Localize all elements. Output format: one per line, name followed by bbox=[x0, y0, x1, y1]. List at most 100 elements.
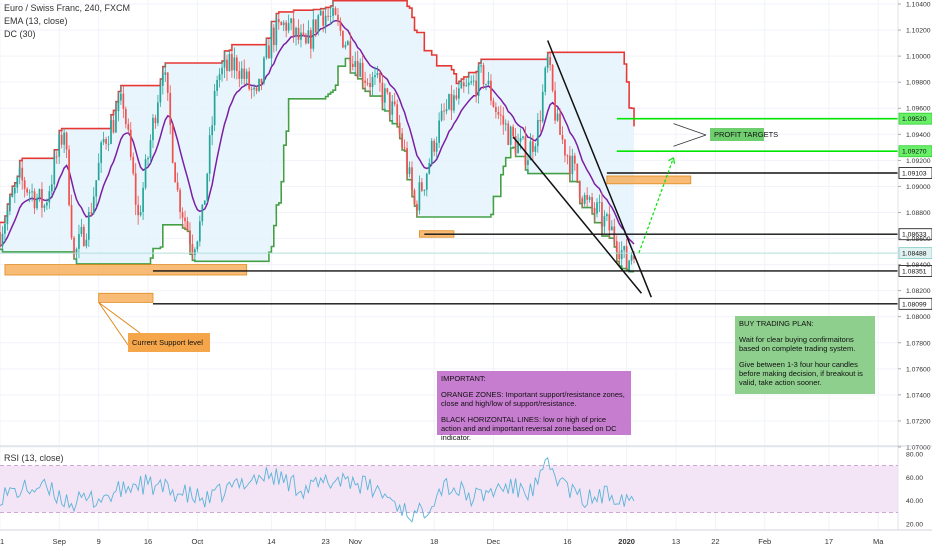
level-price-label: 1.08488 bbox=[902, 251, 927, 258]
candle-body bbox=[248, 71, 251, 89]
candle-body bbox=[379, 73, 381, 83]
candle-body bbox=[534, 146, 537, 152]
time-axis-label: Oct bbox=[192, 537, 205, 546]
candle-body bbox=[398, 122, 401, 134]
candle-body bbox=[159, 85, 162, 103]
candle-body bbox=[127, 124, 130, 130]
candle-body bbox=[90, 212, 93, 214]
candle-body bbox=[477, 66, 480, 96]
candle-body bbox=[566, 155, 569, 157]
candle-body bbox=[174, 162, 177, 183]
candle-body bbox=[467, 82, 470, 86]
candle-body bbox=[586, 195, 589, 200]
candle-body bbox=[517, 141, 519, 154]
support-callout-pointer bbox=[98, 301, 141, 346]
candle-body bbox=[282, 22, 285, 26]
candle-body bbox=[406, 148, 408, 174]
ema-legend: EMA (13, close) bbox=[4, 16, 68, 26]
candle-body bbox=[13, 187, 16, 194]
candle-body bbox=[625, 246, 628, 269]
candle-body bbox=[455, 95, 458, 99]
candle-body bbox=[16, 177, 19, 188]
level-price-label: 1.08099 bbox=[902, 301, 927, 308]
candle-body bbox=[206, 173, 209, 201]
candle-body bbox=[186, 221, 189, 231]
candle-body bbox=[228, 53, 231, 71]
candle-body bbox=[63, 132, 66, 145]
candle-body bbox=[361, 62, 364, 81]
candle-body bbox=[65, 132, 68, 150]
important-text-2: BLACK HORIZONTAL LINES: low or high of p… bbox=[441, 415, 617, 442]
candle-body bbox=[164, 72, 167, 75]
candle-body bbox=[433, 140, 436, 152]
candle-body bbox=[532, 141, 534, 152]
price-axis-label: 1.09400 bbox=[906, 132, 931, 139]
donchian-upper-line bbox=[0, 0, 635, 224]
projected-breakout-arrowhead bbox=[668, 157, 676, 164]
candle-body bbox=[18, 167, 21, 178]
candle-body bbox=[194, 249, 196, 256]
candle-body bbox=[502, 115, 505, 125]
candle-body bbox=[490, 80, 492, 101]
time-axis-label: 9 bbox=[97, 537, 101, 546]
current-support-label: Current Support level bbox=[128, 333, 210, 352]
candle-body bbox=[208, 135, 211, 174]
candle-body bbox=[598, 202, 601, 203]
candle-body bbox=[546, 56, 549, 68]
price-axis-label: 1.07400 bbox=[906, 392, 931, 399]
candle-body bbox=[120, 93, 122, 101]
candle-body bbox=[450, 94, 453, 111]
candle-body bbox=[561, 134, 564, 140]
candle-body bbox=[354, 61, 357, 68]
candle-body bbox=[393, 101, 396, 105]
price-axis-label: 1.09600 bbox=[906, 106, 931, 113]
candle-body bbox=[169, 92, 172, 125]
candle-body bbox=[26, 188, 29, 193]
candle-body bbox=[265, 45, 268, 58]
candle-body bbox=[559, 113, 561, 135]
candle-body bbox=[144, 159, 147, 188]
candle-body bbox=[482, 65, 485, 85]
candle-body bbox=[504, 123, 507, 125]
important-title: IMPORTANT: bbox=[441, 374, 486, 383]
rsi-axis-label: 20.00 bbox=[906, 522, 923, 529]
candle-body bbox=[369, 83, 371, 88]
price-axis-label: 1.08400 bbox=[906, 262, 931, 269]
candle-body bbox=[351, 63, 354, 68]
candle-body bbox=[50, 184, 53, 192]
candle-body bbox=[633, 255, 635, 260]
time-axis-label: Ma bbox=[873, 537, 884, 546]
candle-body bbox=[21, 167, 24, 181]
candle-body bbox=[359, 62, 362, 77]
candle-body bbox=[630, 255, 633, 261]
candle-body bbox=[285, 22, 288, 31]
rsi-axis-label: 60.00 bbox=[906, 475, 923, 482]
candle-body bbox=[391, 101, 394, 115]
level-price-tag bbox=[898, 228, 932, 241]
candle-body bbox=[80, 226, 83, 235]
candle-body bbox=[549, 56, 552, 66]
candle-body bbox=[28, 192, 31, 194]
candle-body bbox=[610, 226, 613, 231]
candle-body bbox=[581, 198, 584, 204]
candle-body bbox=[539, 120, 542, 122]
buy-trading-plan-note: BUY TRADING PLAN: Wait for clear buying … bbox=[735, 316, 875, 394]
candle-body bbox=[332, 8, 334, 16]
candle-body bbox=[184, 217, 186, 222]
candle-body bbox=[191, 244, 194, 256]
candle-body bbox=[295, 27, 297, 36]
wedge-trendline bbox=[512, 136, 643, 294]
candle-body bbox=[115, 110, 117, 133]
candle-body bbox=[149, 140, 152, 158]
candle-body bbox=[70, 205, 73, 238]
level-price-tag bbox=[898, 265, 932, 277]
candle-body bbox=[309, 30, 312, 49]
candle-body bbox=[6, 211, 9, 224]
time-axis-label: 13 bbox=[672, 537, 680, 546]
candle-body bbox=[569, 155, 571, 175]
candle-body bbox=[112, 120, 115, 133]
candle-body bbox=[349, 41, 352, 64]
price-axis-label: 1.10400 bbox=[906, 2, 931, 9]
candle-body bbox=[527, 160, 529, 165]
